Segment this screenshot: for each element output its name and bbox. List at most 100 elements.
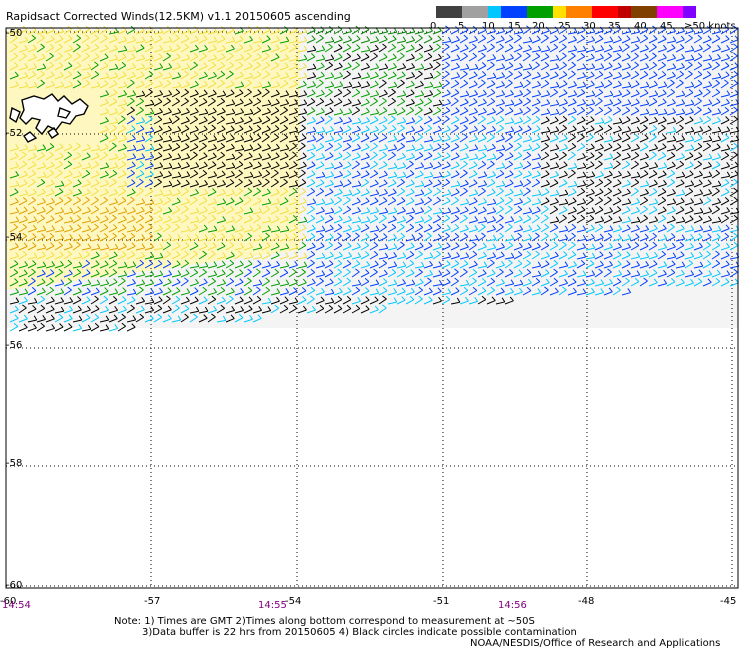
wind-barb — [36, 287, 46, 296]
wind-barb — [144, 314, 154, 323]
wind-barb — [27, 216, 38, 224]
wind-barb — [270, 233, 280, 242]
wind-barb — [216, 315, 227, 323]
wind-barb — [369, 179, 379, 188]
wind-barb — [684, 88, 694, 98]
wind-barb — [702, 161, 712, 170]
wind-barb — [369, 116, 379, 125]
wind-barb — [351, 296, 361, 305]
wind-barb — [324, 260, 334, 269]
wind-barb — [72, 296, 82, 305]
wind-barb — [189, 107, 199, 116]
wind-barb — [540, 188, 550, 197]
wind-barb — [261, 242, 271, 251]
wind-barb — [171, 44, 181, 53]
wind-barb — [513, 170, 523, 179]
wind-barb — [576, 133, 585, 143]
wind-barb — [612, 206, 622, 215]
wind-barb — [189, 80, 199, 89]
wind-barb — [180, 153, 191, 161]
wind-barb — [360, 134, 370, 143]
wind-barb — [162, 125, 172, 134]
wind-barb — [540, 170, 550, 179]
wind-barb — [27, 252, 38, 260]
wind-barb — [594, 170, 604, 179]
wind-barb — [414, 189, 425, 197]
wind-barb — [486, 198, 497, 206]
wind-barb — [18, 170, 28, 179]
wind-barb — [702, 107, 712, 116]
wind-barb — [36, 251, 46, 260]
wind-barb — [711, 250, 720, 260]
wind-barb — [135, 206, 145, 215]
wind-barb — [396, 90, 407, 98]
wind-barb — [378, 79, 387, 89]
wind-barb — [333, 259, 343, 269]
wind-barb — [171, 62, 181, 71]
wind-barb — [567, 142, 577, 152]
wind-barb — [639, 70, 649, 80]
wind-barb — [405, 80, 415, 89]
wind-barb — [414, 115, 423, 125]
wind-barb — [189, 52, 199, 62]
wind-barb — [585, 106, 594, 116]
wind-barb — [531, 162, 542, 170]
wind-barb — [243, 242, 253, 251]
wind-barb — [288, 151, 297, 161]
wind-barb — [477, 61, 487, 71]
wind-barb — [81, 296, 91, 305]
wind-barb — [342, 62, 352, 71]
wind-barb — [360, 53, 370, 62]
wind-barb — [693, 70, 703, 80]
wind-barb — [684, 170, 694, 179]
wind-barb — [684, 187, 694, 197]
wind-barb — [531, 261, 542, 269]
wind-barb — [162, 162, 173, 170]
wind-barb — [594, 106, 604, 116]
legend-swatch-5 — [501, 6, 514, 18]
wind-barb — [720, 144, 731, 152]
wind-barb — [144, 270, 155, 278]
wind-barb — [27, 268, 36, 278]
wind-barb — [135, 71, 145, 80]
wind-barb — [459, 116, 469, 125]
wind-barb — [135, 125, 145, 134]
wind-barb — [711, 53, 721, 62]
wind-barb — [18, 223, 28, 233]
wind-barb — [585, 259, 595, 269]
wind-barb — [648, 198, 659, 206]
wind-barb — [342, 251, 352, 260]
wind-barb — [297, 72, 308, 80]
wind-barb — [27, 277, 36, 287]
wind-barb — [198, 250, 207, 260]
wind-barb — [495, 268, 504, 278]
wind-barb — [54, 43, 63, 53]
wind-barb — [423, 44, 433, 53]
wind-barb — [216, 53, 226, 62]
wind-barb — [513, 108, 524, 116]
wind-barb — [414, 43, 424, 53]
wind-barb — [351, 188, 361, 197]
wind-barb — [468, 43, 477, 53]
wind-barb — [288, 71, 298, 80]
wind-barb — [549, 216, 560, 224]
wind-barb — [495, 98, 505, 107]
wind-barb — [621, 143, 631, 152]
wind-barb — [396, 241, 405, 251]
wind-barb — [387, 261, 398, 269]
wind-barb — [162, 45, 173, 53]
wind-barb — [612, 216, 623, 224]
wind-barb — [27, 152, 37, 161]
legend-swatch-10 — [566, 6, 579, 18]
wind-barb — [603, 260, 613, 269]
wind-barb — [702, 260, 712, 269]
wind-barb — [369, 142, 378, 152]
wind-barb — [90, 53, 100, 62]
wind-barb — [711, 135, 722, 143]
wind-barb — [486, 80, 496, 89]
wind-barb — [252, 133, 262, 143]
wind-barb — [225, 143, 235, 152]
wind-barb — [684, 107, 694, 116]
wind-barb — [351, 170, 361, 179]
wind-barb — [90, 34, 99, 44]
